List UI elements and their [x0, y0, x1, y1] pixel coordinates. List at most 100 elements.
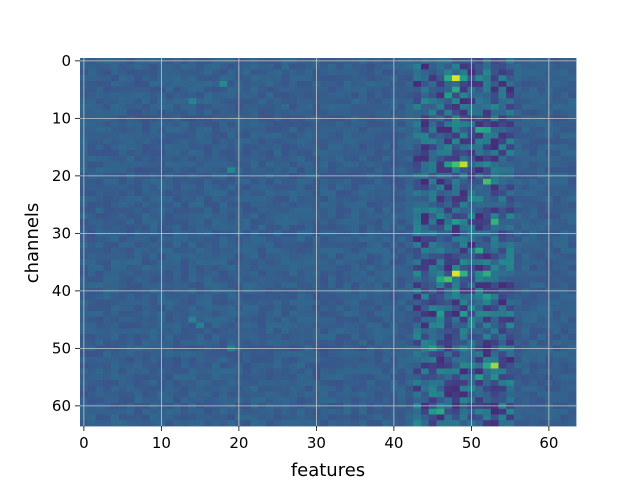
heatmap-cell — [320, 201, 329, 208]
heatmap-cell — [180, 236, 189, 243]
heatmap-cell — [529, 104, 538, 111]
heatmap-cell — [537, 397, 546, 404]
heatmap-cell — [165, 328, 174, 335]
heatmap-cell — [428, 276, 437, 283]
heatmap-cell — [87, 293, 96, 300]
heatmap-cell — [227, 368, 236, 375]
heatmap-cell — [459, 276, 468, 283]
heatmap-cell — [281, 305, 290, 312]
heatmap-cell — [343, 190, 352, 197]
heatmap-cell — [374, 362, 383, 369]
heatmap-cell — [343, 86, 352, 93]
heatmap-cell — [304, 63, 313, 70]
heatmap-cell — [397, 219, 406, 226]
heatmap-cell — [413, 127, 422, 134]
heatmap-cell — [374, 282, 383, 289]
heatmap-cell — [87, 167, 96, 174]
heatmap-cell — [180, 213, 189, 220]
heatmap-cell — [103, 236, 112, 243]
heatmap-cell — [304, 144, 313, 151]
heatmap-cell — [483, 265, 492, 272]
heatmap-cell — [196, 224, 205, 231]
heatmap-cell — [204, 201, 213, 208]
heatmap-cell — [452, 184, 461, 191]
heatmap-cell — [498, 253, 507, 260]
heatmap-cell — [173, 138, 182, 145]
heatmap-cell — [405, 322, 414, 329]
heatmap-cell — [87, 109, 96, 116]
heatmap-cell — [250, 368, 259, 375]
heatmap-cell — [250, 109, 259, 116]
heatmap-cell — [242, 357, 251, 364]
heatmap-cell — [459, 236, 468, 243]
heatmap-cell — [335, 242, 344, 249]
heatmap-cell — [95, 178, 104, 185]
heatmap-cell — [413, 81, 422, 88]
heatmap-cell — [506, 201, 515, 208]
heatmap-cell — [366, 391, 375, 398]
heatmap-cell — [242, 397, 251, 404]
heatmap-cell — [498, 391, 507, 398]
heatmap-cell — [111, 408, 120, 415]
heatmap-cell — [173, 247, 182, 254]
heatmap-cell — [537, 385, 546, 392]
heatmap-cell — [196, 109, 205, 116]
heatmap-cell — [87, 201, 96, 208]
heatmap-cell — [366, 265, 375, 272]
heatmap-cell — [506, 253, 515, 260]
heatmap-cell — [452, 408, 461, 415]
heatmap-cell — [537, 150, 546, 157]
heatmap-cell — [521, 219, 530, 226]
heatmap-cell — [204, 362, 213, 369]
heatmap-cell — [304, 167, 313, 174]
heatmap-cell — [428, 253, 437, 260]
heatmap-cell — [266, 397, 275, 404]
heatmap-cell — [219, 282, 228, 289]
heatmap-cell — [188, 201, 197, 208]
heatmap-cell — [452, 385, 461, 392]
heatmap-cell — [560, 408, 569, 415]
heatmap-cell — [475, 391, 484, 398]
heatmap-cell — [273, 253, 282, 260]
heatmap-cell — [227, 299, 236, 306]
heatmap-cell — [180, 385, 189, 392]
heatmap-cell — [196, 242, 205, 249]
heatmap-cell — [103, 196, 112, 203]
heatmap-cell — [428, 299, 437, 306]
heatmap-cell — [297, 127, 306, 134]
heatmap-cell — [514, 397, 523, 404]
heatmap-cell — [413, 138, 422, 145]
heatmap-cell — [297, 247, 306, 254]
heatmap-cell — [118, 201, 127, 208]
heatmap-cell — [297, 253, 306, 260]
heatmap-cell — [180, 322, 189, 329]
heatmap-cell — [196, 293, 205, 300]
heatmap-cell — [204, 161, 213, 168]
heatmap-cell — [173, 109, 182, 116]
heatmap-cell — [250, 339, 259, 346]
heatmap-cell — [359, 104, 368, 111]
heatmap-cell — [103, 259, 112, 266]
heatmap-cell — [165, 150, 174, 157]
heatmap-cell — [273, 190, 282, 197]
heatmap-cell — [568, 236, 577, 243]
heatmap-cell — [289, 322, 298, 329]
heatmap-cell — [514, 219, 523, 226]
heatmap-cell — [374, 86, 383, 93]
heatmap-cell — [335, 265, 344, 272]
heatmap-cell — [142, 259, 151, 266]
heatmap-cell — [126, 201, 135, 208]
heatmap-cell — [405, 368, 414, 375]
heatmap-cell — [242, 305, 251, 312]
heatmap-cell — [552, 86, 561, 93]
heatmap-cell — [204, 63, 213, 70]
heatmap-cell — [475, 121, 484, 128]
heatmap-cell — [219, 259, 228, 266]
heatmap-cell — [242, 299, 251, 306]
heatmap-cell — [351, 408, 360, 415]
heatmap-cell — [452, 178, 461, 185]
heatmap-cell — [142, 322, 151, 329]
heatmap-cell — [552, 75, 561, 82]
heatmap-cell — [359, 155, 368, 162]
heatmap-cell — [165, 397, 174, 404]
